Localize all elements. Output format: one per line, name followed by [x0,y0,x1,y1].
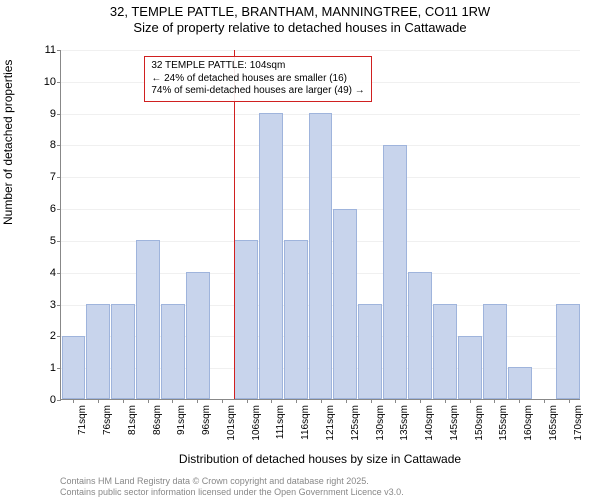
bar [136,240,160,399]
bar [483,304,507,399]
x-tick-label: 160sqm [523,405,534,441]
x-tick-label: 106sqm [251,405,262,441]
bar [408,272,432,399]
x-tick-label: 86sqm [152,405,163,435]
y-tick-label: 2 [32,330,56,342]
title-line-2: Size of property relative to detached ho… [0,20,600,36]
x-tick-label: 140sqm [424,405,435,441]
bar [234,240,258,399]
marker-line [234,50,235,399]
plot-region: 32 TEMPLE PATTLE: 104sqm ← 24% of detach… [60,50,580,400]
annotation-line-2: ← 24% of detached houses are smaller (16… [151,73,364,86]
x-tick-label: 165sqm [548,405,559,441]
bar [161,304,185,399]
bar [186,272,210,399]
x-tick-label: 76sqm [102,405,113,435]
x-tick-label: 145sqm [449,405,460,441]
bar [62,336,86,399]
bar [111,304,135,399]
y-axis-label: Number of detached properties [1,60,15,225]
y-tick-label: 10 [32,76,56,88]
x-tick-label: 135sqm [399,405,410,441]
bar [383,145,407,399]
y-tick-label: 8 [32,139,56,151]
title-line-1: 32, TEMPLE PATTLE, BRANTHAM, MANNINGTREE… [0,4,600,20]
y-tick-label: 9 [32,108,56,120]
x-tick-label: 125sqm [350,405,361,441]
bar [458,336,482,399]
bar [284,240,308,399]
x-tick-label: 155sqm [498,405,509,441]
bar [358,304,382,399]
x-tick-label: 121sqm [325,405,336,441]
bar [259,113,283,399]
bar [433,304,457,399]
y-tick-label: 6 [32,203,56,215]
annotation-line-1: 32 TEMPLE PATTLE: 104sqm [151,60,364,73]
chart-area: 32 TEMPLE PATTLE: 104sqm ← 24% of detach… [60,50,580,400]
y-tick-label: 11 [32,44,56,56]
y-tick-label: 0 [32,394,56,406]
bars-group [61,50,580,399]
x-tick-label: 91sqm [176,405,187,435]
y-tick-label: 7 [32,171,56,183]
footer: Contains HM Land Registry data © Crown c… [60,476,404,498]
bar [333,209,357,399]
x-tick-label: 150sqm [474,405,485,441]
x-tick-label: 96sqm [201,405,212,435]
bar [309,113,333,399]
x-tick-label: 130sqm [375,405,386,441]
bar [86,304,110,399]
x-tick-label: 101sqm [226,405,237,441]
y-tick-label: 4 [32,267,56,279]
footer-line-2: Contains public sector information licen… [60,487,404,498]
footer-line-1: Contains HM Land Registry data © Crown c… [60,476,404,487]
annotation-line-3: 74% of semi-detached houses are larger (… [151,85,364,98]
y-tick-label: 1 [32,362,56,374]
x-tick-label: 116sqm [300,405,311,440]
annotation-box: 32 TEMPLE PATTLE: 104sqm ← 24% of detach… [144,56,371,102]
x-tick-label: 71sqm [77,405,88,435]
chart-container: 32, TEMPLE PATTLE, BRANTHAM, MANNINGTREE… [0,0,600,500]
bar [556,304,580,399]
x-tick-label: 170sqm [573,405,584,441]
x-ticks: 71sqm 76sqm 81sqm 86sqm 91sqm 96sqm 101sqm 106s… [61,399,580,459]
title-block: 32, TEMPLE PATTLE, BRANTHAM, MANNINGTREE… [0,0,600,37]
x-axis-label: Distribution of detached houses by size … [60,452,580,466]
x-tick-label: 111sqm [275,405,286,439]
y-tick-label: 5 [32,235,56,247]
bar [508,367,532,399]
y-tick-label: 3 [32,299,56,311]
x-tick-label: 81sqm [127,405,138,435]
